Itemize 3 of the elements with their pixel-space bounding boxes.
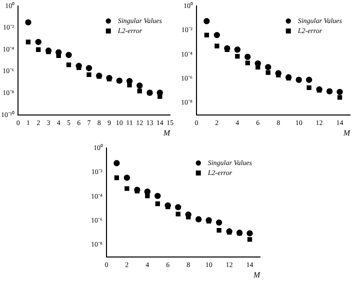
x-axis-title: M [342, 128, 352, 138]
x-axis-title: M [162, 128, 172, 138]
x-axis-title: M [252, 270, 262, 280]
